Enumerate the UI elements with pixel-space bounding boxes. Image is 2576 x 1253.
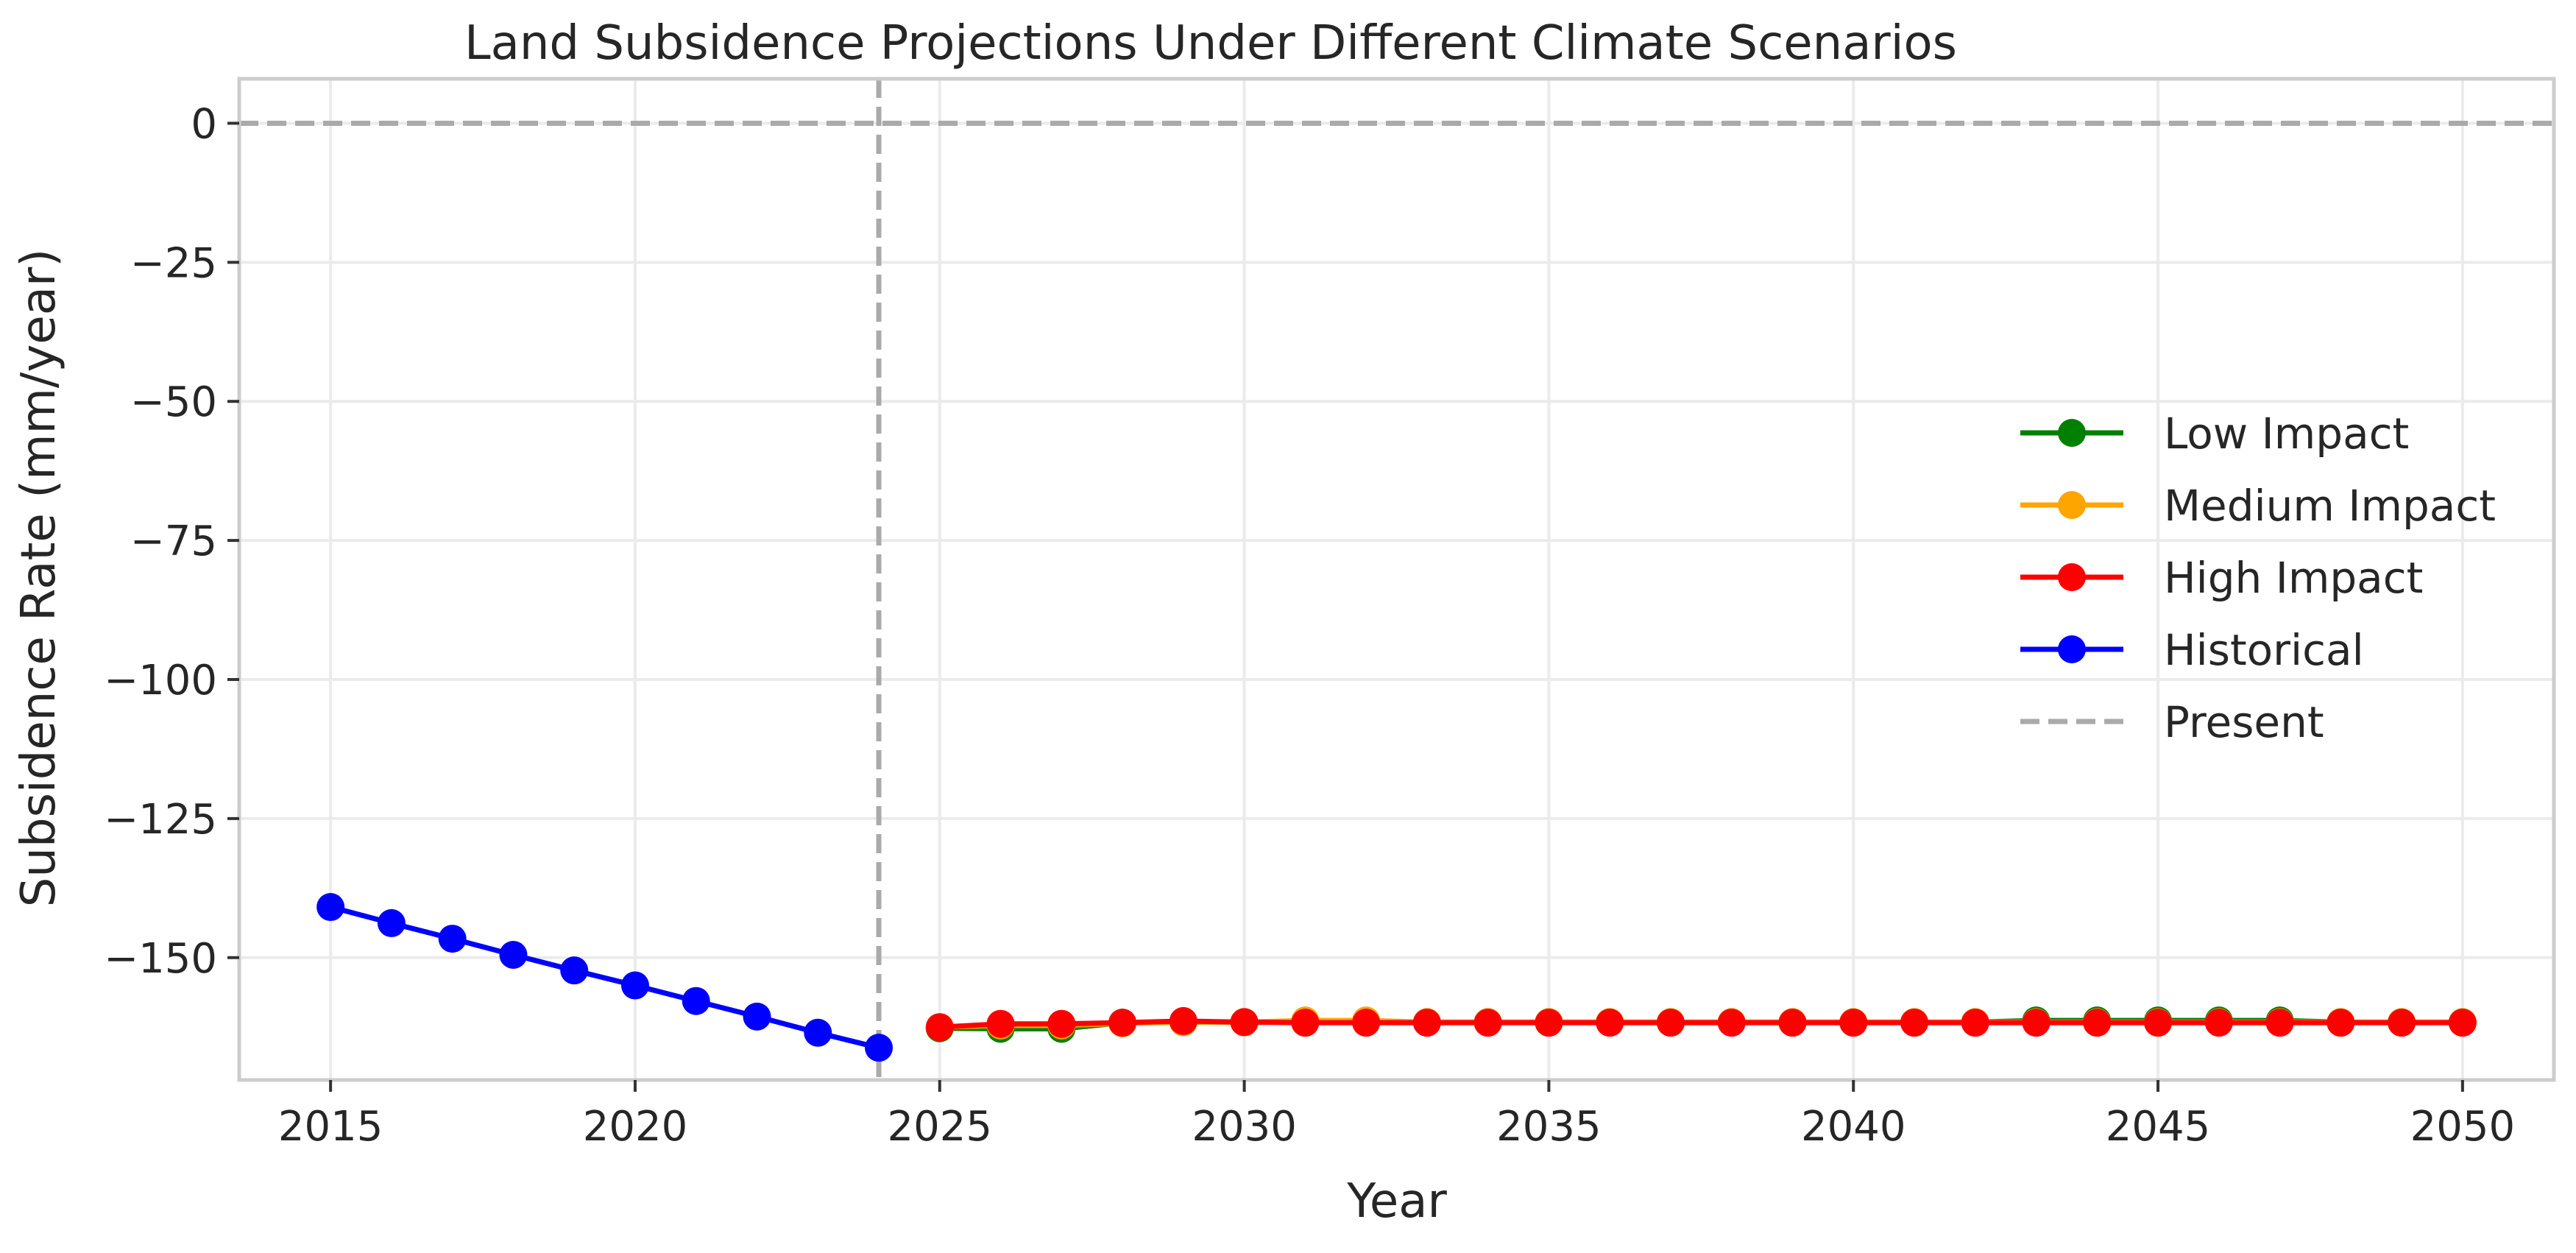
legend-entry-historical: Historical [2020,625,2364,675]
high-impact-point [1839,1009,1868,1037]
chart-title: Land Subsidence Projections Under Differ… [464,16,1957,71]
x-tick-label: 2050 [2410,1103,2516,1151]
legend-entry-medium-impact: Medium Impact [2020,481,2496,531]
y-tick-label: −50 [130,378,217,426]
x-axis-label: Year [1346,1174,1447,1229]
high-impact-point [1352,1009,1381,1037]
y-tick-label: −125 [104,796,217,844]
legend-marker [2058,419,2086,447]
high-impact-point [1900,1009,1928,1037]
historical-point [499,941,528,969]
high-impact-point [2144,1009,2173,1037]
legend-marker [2058,563,2086,591]
x-tick-label: 2030 [1192,1103,1297,1151]
x-tick-label: 2045 [2106,1103,2211,1151]
high-impact-point [2265,1009,2294,1037]
legend-marker [2058,491,2086,519]
historical-point [438,925,467,953]
high-impact-point [1473,1009,1502,1037]
grid [239,79,2554,1080]
series-layer [316,893,2477,1062]
legend-label: Historical [2164,625,2364,675]
y-tick-label: −150 [104,935,217,983]
legend-label: Present [2164,697,2324,747]
high-impact-point [2083,1009,2112,1037]
historical-point [804,1018,832,1047]
x-axis: 2015 2020 2025 2030 2035 2040 2045 2050 [278,1080,2515,1151]
x-tick-label: 2025 [888,1103,993,1151]
high-impact-point [986,1009,1015,1038]
x-tick-label: 2035 [1496,1103,1602,1151]
legend: Low Impact Medium Impact High Impact Histor… [2020,409,2496,747]
series-high-impact [925,1006,2477,1042]
historical-line [330,904,880,1051]
high-impact-point [1412,1009,1441,1037]
high-impact-point [1778,1009,1807,1037]
high-impact-point [1230,1008,1259,1037]
y-axis-label: Subsidence Rate (mm/year) [12,249,66,907]
plot-frame [237,77,2556,1082]
high-impact-point [1108,1009,1137,1037]
plot-background [239,79,2554,1080]
historical-point [865,1034,894,1062]
legend-entry-high-impact: High Impact [2020,553,2423,603]
high-impact-point [1047,1009,1076,1038]
historical-point [316,893,345,922]
historical-point [560,956,589,985]
legend-label: Low Impact [2164,409,2409,459]
y-tick-label: 0 [191,100,217,148]
high-impact-point [1291,1009,1320,1037]
historical-point [682,986,710,1015]
high-impact-point [2388,1009,2416,1037]
x-tick-label: 2015 [278,1103,383,1151]
high-impact-point [2204,1009,2233,1037]
high-impact-point [2326,1009,2355,1037]
legend-entry-low-impact: Low Impact [2020,409,2409,459]
historical-point [620,971,649,1000]
high-impact-point [2448,1009,2477,1037]
high-impact-point [1717,1009,1746,1037]
high-impact-point [1656,1009,1685,1037]
high-impact-point [1596,1009,1624,1037]
high-impact-point [2022,1009,2050,1037]
legend-marker [2058,635,2086,663]
y-tick-label: −75 [130,518,217,565]
x-tick-label: 2040 [1801,1103,1906,1151]
high-impact-point [1169,1006,1197,1035]
y-axis: 0 −25 −50 −75 −100 −125 −150 [104,100,239,983]
legend-entry-present: Present [2020,697,2324,747]
reference-lines [239,79,2554,1080]
y-tick-label: −100 [104,657,217,705]
high-impact-point [1535,1009,1563,1037]
series-historical [316,893,894,1062]
high-impact-point [925,1013,954,1042]
high-impact-point [1961,1009,1989,1037]
historical-point [743,1002,771,1031]
legend-label: Medium Impact [2164,481,2496,531]
historical-point [377,908,406,937]
plot-area [237,77,2556,1082]
y-tick-label: −25 [130,239,217,287]
legend-label: High Impact [2164,553,2423,603]
x-tick-label: 2020 [583,1103,688,1151]
